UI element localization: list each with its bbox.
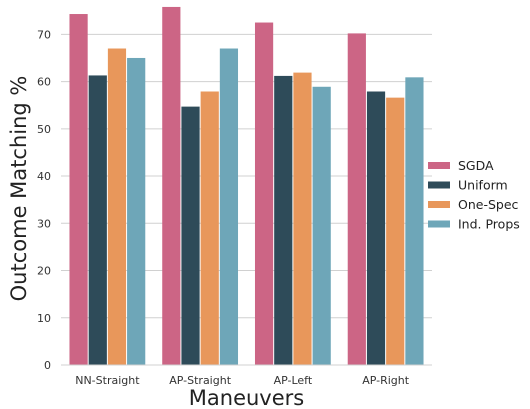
- y-tick-label: 70: [37, 28, 51, 41]
- bar-sgda-ap-straight: [162, 6, 181, 366]
- y-tick-label: 30: [37, 217, 51, 230]
- bar-sgda-ap-right: [347, 33, 366, 365]
- x-tick-label: AP-Straight: [169, 374, 231, 387]
- bar-ind-props-nn-straight: [127, 57, 146, 366]
- bar-ind-props-ap-right: [405, 77, 424, 365]
- bars: [69, 6, 424, 366]
- y-tick-label: 10: [37, 312, 51, 325]
- legend-label: Ind. Props: [458, 217, 520, 232]
- legend-label: SGDA: [458, 158, 494, 173]
- bar-sgda-ap-left: [254, 22, 274, 365]
- bar-ind-props-ap-straight: [219, 48, 239, 366]
- bar-uniform-nn-straight: [88, 75, 107, 365]
- legend-label: Uniform: [458, 178, 508, 193]
- legend: SGDA Uniform One-Spec Ind. Props: [428, 158, 520, 232]
- bar-uniform-ap-right: [366, 91, 386, 365]
- legend-swatch: [428, 162, 450, 169]
- y-tick-label: 0: [44, 359, 51, 372]
- bar-one-spec-nn-straight: [107, 48, 127, 366]
- legend-swatch: [428, 220, 450, 228]
- x-tick-label: AP-Right: [362, 374, 410, 387]
- x-axis-ticks: NN-Straight AP-Straight AP-Left AP-Right: [75, 374, 410, 387]
- x-axis-title: Maneuvers: [189, 386, 304, 409]
- y-tick-label: 40: [37, 170, 51, 183]
- y-tick-label: 20: [37, 265, 51, 278]
- bar-one-spec-ap-right: [386, 97, 405, 366]
- bar-uniform-ap-left: [274, 75, 293, 366]
- x-tick-label: NN-Straight: [75, 374, 140, 387]
- bar-uniform-ap-straight: [181, 106, 200, 365]
- bar-one-spec-ap-straight: [200, 91, 219, 365]
- y-axis-ticks: 0 10 20 30 40 50 60 70: [37, 28, 51, 372]
- y-tick-label: 50: [37, 123, 51, 136]
- legend-swatch: [428, 201, 450, 208]
- legend-swatch: [428, 181, 450, 189]
- legend-label: One-Spec: [458, 197, 519, 212]
- y-tick-label: 60: [37, 76, 51, 89]
- bar-ind-props-ap-left: [312, 86, 331, 366]
- bar-sgda-nn-straight: [69, 14, 88, 365]
- bar-one-spec-ap-left: [293, 72, 312, 366]
- y-axis-title: Outcome Matching %: [7, 76, 31, 302]
- x-tick-label: AP-Left: [274, 374, 313, 387]
